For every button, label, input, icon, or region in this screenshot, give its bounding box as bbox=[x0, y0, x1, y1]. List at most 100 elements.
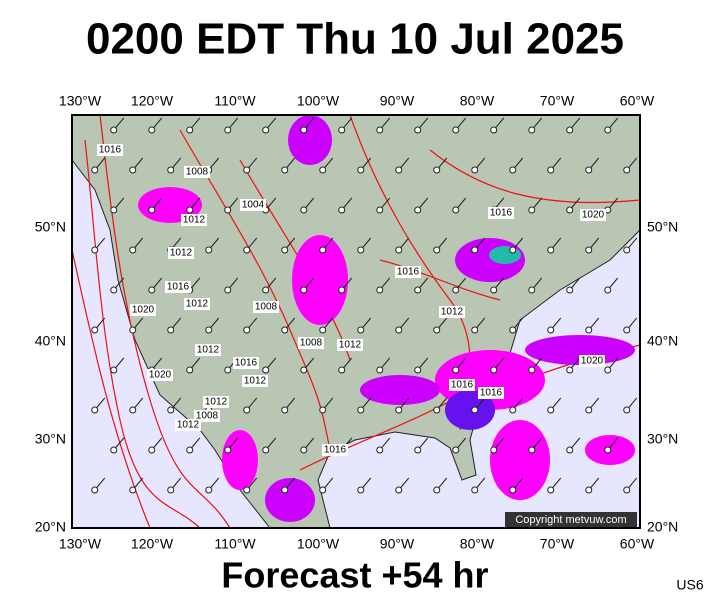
station bbox=[414, 286, 422, 294]
isobar-label-box bbox=[181, 214, 207, 226]
isobar-label: 1020 bbox=[582, 210, 605, 221]
station bbox=[471, 166, 479, 174]
station bbox=[604, 126, 612, 134]
lon-label-bottom: 90°W bbox=[380, 536, 415, 552]
lat-label-right: 30°N bbox=[647, 431, 678, 447]
station bbox=[547, 326, 555, 334]
station bbox=[148, 206, 156, 214]
station bbox=[604, 366, 612, 374]
lon-label-top: 110°W bbox=[214, 93, 256, 109]
station bbox=[148, 126, 156, 134]
isobar-label-box bbox=[130, 304, 156, 316]
lon-label-bottom: 120°W bbox=[131, 536, 174, 552]
map-frame: 1016 1008 1012 1004 1012 1016 1012 1020 1008 1012… bbox=[71, 114, 641, 529]
copyright-box bbox=[505, 512, 637, 527]
isobar-label-box bbox=[175, 419, 201, 431]
station bbox=[490, 286, 498, 294]
map-title: 0200 EDT Thu 10 Jul 2025 bbox=[86, 15, 624, 64]
isobar-label-box bbox=[298, 337, 324, 349]
station bbox=[452, 286, 460, 294]
lat-label-right: 50°N bbox=[647, 219, 678, 235]
station bbox=[471, 406, 479, 414]
station bbox=[91, 326, 99, 334]
station bbox=[566, 126, 574, 134]
station bbox=[338, 126, 346, 134]
station bbox=[395, 246, 403, 254]
isobar-label-box bbox=[242, 375, 268, 387]
isobar-label-box bbox=[580, 209, 606, 221]
station bbox=[376, 126, 384, 134]
station bbox=[186, 366, 194, 374]
isobar-label-box bbox=[395, 266, 421, 278]
lon-label-top: 120°W bbox=[131, 93, 174, 109]
station bbox=[585, 486, 593, 494]
isobar-label-box bbox=[488, 207, 514, 219]
station bbox=[243, 406, 251, 414]
lon-label-bottom: 110°W bbox=[214, 536, 256, 552]
station bbox=[490, 446, 498, 454]
region-code: US6 bbox=[676, 577, 703, 593]
station bbox=[110, 206, 118, 214]
isobar-label: 1012 bbox=[197, 345, 220, 356]
station bbox=[167, 406, 175, 414]
station bbox=[357, 246, 365, 254]
station bbox=[471, 246, 479, 254]
station bbox=[623, 486, 631, 494]
isobar-label-box bbox=[203, 396, 229, 408]
isobar-label: 1016 bbox=[451, 380, 474, 391]
isobar-label-box bbox=[195, 344, 221, 356]
station bbox=[623, 166, 631, 174]
station bbox=[490, 366, 498, 374]
station bbox=[129, 326, 137, 334]
station bbox=[509, 166, 517, 174]
isobar-label-box bbox=[240, 199, 266, 211]
isobar-label: 1016 bbox=[324, 445, 347, 456]
isobar-label: 1004 bbox=[242, 200, 265, 211]
station bbox=[395, 166, 403, 174]
station bbox=[167, 166, 175, 174]
station bbox=[357, 486, 365, 494]
station bbox=[433, 166, 441, 174]
station bbox=[319, 326, 327, 334]
station bbox=[148, 446, 156, 454]
station bbox=[186, 126, 194, 134]
isobar-label: 1008 bbox=[186, 167, 209, 178]
isobar-label: 1020 bbox=[581, 356, 604, 367]
isobar-label: 1016 bbox=[167, 282, 190, 293]
isobar-label-box bbox=[184, 298, 210, 310]
isobar-label-box bbox=[337, 339, 363, 351]
station bbox=[376, 206, 384, 214]
station bbox=[547, 406, 555, 414]
lon-label-top: 80°W bbox=[460, 93, 495, 109]
station bbox=[224, 126, 232, 134]
station bbox=[566, 366, 574, 374]
station bbox=[528, 366, 536, 374]
station bbox=[471, 326, 479, 334]
station bbox=[509, 246, 517, 254]
lat-label-left: 20°N bbox=[35, 519, 66, 535]
station bbox=[528, 286, 536, 294]
station bbox=[528, 206, 536, 214]
station bbox=[395, 486, 403, 494]
station bbox=[243, 486, 251, 494]
isobar-label: 1008 bbox=[300, 338, 323, 349]
forecast-label: Forecast +54 hr bbox=[221, 555, 488, 596]
station bbox=[471, 486, 479, 494]
station bbox=[490, 126, 498, 134]
station bbox=[129, 486, 137, 494]
isobar-label-box bbox=[579, 355, 605, 367]
isobar-label: 1016 bbox=[235, 358, 258, 369]
isobar-label: 1012 bbox=[441, 307, 464, 318]
station bbox=[262, 366, 270, 374]
station bbox=[224, 286, 232, 294]
isobar-label: 1016 bbox=[397, 267, 420, 278]
station bbox=[110, 366, 118, 374]
station bbox=[585, 166, 593, 174]
lat-label-right: 20°N bbox=[647, 519, 678, 535]
station bbox=[262, 446, 270, 454]
station bbox=[376, 446, 384, 454]
isobar-label: 1012 bbox=[177, 420, 200, 431]
station bbox=[452, 446, 460, 454]
isobar-label: 1012 bbox=[244, 376, 267, 387]
station bbox=[110, 126, 118, 134]
